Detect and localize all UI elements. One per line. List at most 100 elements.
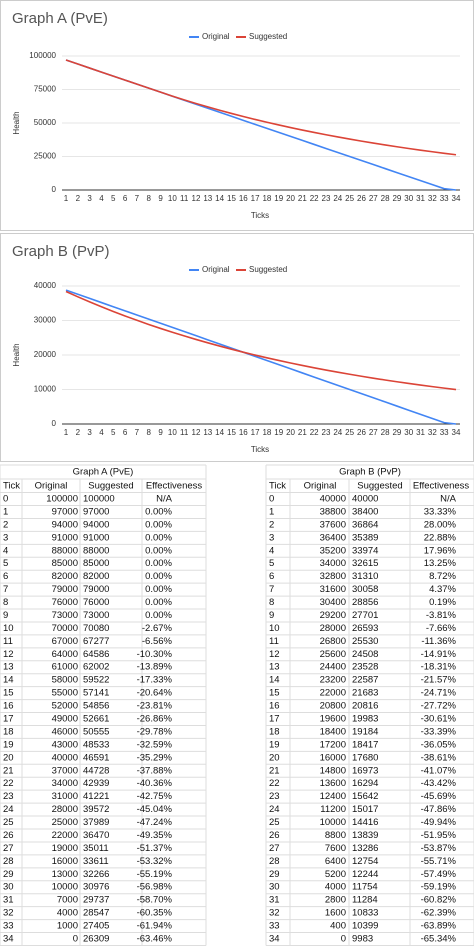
table-cell: 16973 — [352, 765, 378, 776]
table-cell: 31310 — [352, 571, 378, 582]
x-tick-label: 26 — [357, 194, 366, 203]
table-cell: 40000 — [52, 752, 78, 763]
x-tick-label: 29 — [392, 194, 401, 203]
table-title: Graph A (PvE) — [73, 467, 134, 478]
table-cell: 100000 — [83, 494, 115, 505]
table-cell: -18.31% — [421, 662, 457, 673]
table-cell: -2.67% — [142, 623, 173, 634]
legend-label: Suggested — [249, 265, 287, 274]
table-cell: 36400 — [320, 532, 346, 543]
y-tick-label: 20000 — [34, 350, 57, 359]
table-cell: 14800 — [320, 765, 346, 776]
x-tick-label: 33 — [440, 194, 449, 203]
x-tick-label: 29 — [392, 428, 401, 437]
table-cell: 21683 — [352, 688, 378, 699]
table-cell: 29 — [3, 869, 14, 880]
column-header: Effectiveness — [413, 481, 470, 492]
table-cell: -56.98% — [137, 882, 173, 893]
column-header: Tick — [3, 481, 20, 492]
table-cell: 44728 — [83, 765, 109, 776]
table-cell: 1 — [269, 506, 274, 517]
table-cell: 7 — [3, 584, 8, 595]
table-cell: 25 — [269, 817, 280, 828]
y-tick-label: 50000 — [34, 118, 57, 127]
table-cell: -60.35% — [137, 908, 173, 919]
table-cell: 31 — [269, 895, 280, 906]
x-tick-label: 13 — [203, 428, 212, 437]
table-cell: 67277 — [83, 636, 109, 647]
table-cell: 7600 — [325, 843, 346, 854]
table-cell: 27405 — [83, 921, 109, 932]
table-cell: 27 — [269, 843, 280, 854]
table-cell: -41.07% — [421, 765, 457, 776]
table-cell: 41221 — [83, 791, 109, 802]
table-cell: 70080 — [83, 623, 109, 634]
x-tick-label: 12 — [192, 194, 201, 203]
table-cell: 32 — [3, 908, 14, 919]
table-cell: 36864 — [352, 519, 378, 530]
table-cell: 31 — [3, 895, 14, 906]
table-cell: 28000 — [52, 804, 78, 815]
table-cell: 76000 — [83, 597, 109, 608]
table-cell: -62.39% — [421, 908, 457, 919]
x-tick-label: 5 — [111, 194, 116, 203]
table-cell: 23528 — [352, 662, 378, 673]
table-cell: -32.59% — [137, 739, 173, 750]
x-tick-label: 31 — [416, 428, 425, 437]
table-cell: 33 — [269, 921, 280, 932]
table-cell: 91000 — [52, 532, 78, 543]
table-cell: 0.19% — [429, 597, 456, 608]
table-cell: 30 — [3, 882, 14, 893]
x-tick-label: 2 — [76, 194, 81, 203]
x-tick-label: 21 — [298, 194, 307, 203]
table-cell: -23.81% — [137, 701, 173, 712]
table-cell: 400 — [330, 921, 346, 932]
table-cell: 3 — [3, 532, 8, 543]
table-cell: -27.72% — [421, 701, 457, 712]
table-cell: 55000 — [52, 688, 78, 699]
table-cell: 16294 — [352, 778, 378, 789]
table-cell: 38800 — [320, 506, 346, 517]
table-cell: 17.96% — [424, 545, 457, 556]
table-cell: 73000 — [83, 610, 109, 621]
table-cell: 0 — [269, 494, 274, 505]
table-cell: 82000 — [52, 571, 78, 582]
table-cell: 34000 — [320, 558, 346, 569]
table-cell: 32 — [269, 908, 280, 919]
table-cell: 52000 — [52, 701, 78, 712]
table-cell: 40000 — [352, 494, 378, 505]
x-tick-label: 30 — [404, 428, 413, 437]
table-cell: 35389 — [352, 532, 378, 543]
table-cell: 5 — [3, 558, 8, 569]
table-cell: 26593 — [352, 623, 378, 634]
table-cell: 33.33% — [424, 506, 457, 517]
column-header: Suggested — [357, 481, 402, 492]
table-cell: 22 — [269, 778, 280, 789]
x-tick-label: 17 — [251, 194, 260, 203]
table-cell: 26309 — [83, 933, 109, 944]
x-tick-label: 13 — [203, 194, 212, 203]
table-cell: 42939 — [83, 778, 109, 789]
table-cell: 94000 — [52, 519, 78, 530]
table-cell: 14 — [3, 675, 14, 686]
x-tick-label: 10 — [168, 194, 177, 203]
x-tick-label: 7 — [135, 194, 140, 203]
table-cell: 30400 — [320, 597, 346, 608]
x-tick-label: 1 — [64, 194, 69, 203]
table-cell: 0.00% — [145, 584, 172, 595]
table-cell: 28 — [3, 856, 14, 867]
table-cell: 100000 — [46, 494, 78, 505]
table-cell: 20816 — [352, 701, 378, 712]
table-cell: -45.04% — [137, 804, 173, 815]
table-cell: 46000 — [52, 726, 78, 737]
table-cell: 12 — [269, 649, 280, 660]
x-tick-label: 5 — [111, 428, 116, 437]
series-line — [65, 59, 457, 156]
legend-label: Original — [202, 32, 230, 41]
y-axis-label: Health — [12, 343, 21, 366]
table-cell: 8 — [269, 597, 274, 608]
table-cell: 16 — [3, 701, 14, 712]
x-tick-label: 11 — [180, 194, 189, 203]
table-cell: -40.36% — [137, 778, 173, 789]
table-cell: -17.33% — [137, 675, 173, 686]
